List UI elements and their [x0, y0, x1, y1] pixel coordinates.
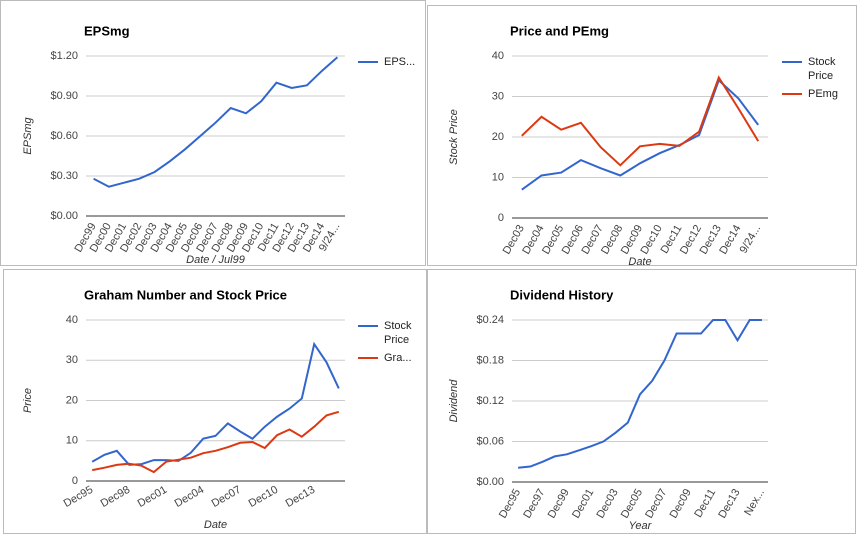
x-tick-label: Nex... [742, 487, 767, 518]
y-axis-title: EPSmg [22, 116, 34, 154]
x-tick-label: Dec11 [692, 487, 718, 520]
chart-title: Graham Number and Stock Price [84, 287, 287, 302]
y-tick-label: $0.18 [476, 354, 504, 366]
y-tick-label: $0.30 [50, 170, 78, 182]
y-axis-title: Dividend [448, 379, 460, 423]
y-tick-label: 30 [66, 354, 78, 366]
y-tick-label: $0.12 [476, 395, 504, 407]
x-tick-label: Dec95 [62, 484, 96, 510]
y-tick-label: $0.00 [476, 476, 504, 488]
panel [3, 269, 427, 534]
series-line [92, 410, 340, 474]
y-tick-label: 10 [492, 171, 504, 183]
y-tick-label: 40 [66, 314, 78, 326]
chart-title: Price and PEmg [510, 23, 609, 38]
y-axis-title: Price [22, 388, 34, 413]
y-tick-label: 10 [66, 435, 78, 447]
y-tick-label: 30 [492, 90, 504, 102]
legend-entry: Stock Price [808, 56, 836, 82]
y-tick-label: $0.90 [50, 90, 78, 102]
y-tick-label: 0 [498, 212, 504, 224]
x-axis-title: Date [628, 256, 651, 268]
x-tick-label: Dec01 [570, 487, 596, 521]
y-tick-label: $0.00 [50, 210, 78, 222]
series-line [93, 56, 339, 188]
series-line [521, 75, 760, 167]
y-tick-label: $1.20 [50, 50, 78, 62]
legend-label: EPS... [384, 56, 416, 68]
legend-label: Stock Price [808, 56, 836, 82]
series-line [91, 341, 340, 466]
x-tick-label: Dec04 [173, 484, 207, 510]
x-tick-label: Dec13 [716, 487, 742, 521]
x-tick-label: Dec07 [643, 487, 669, 521]
y-tick-label: 20 [66, 394, 78, 406]
legend-label: Stock Price [384, 320, 412, 346]
chart-title: Dividend History [510, 287, 614, 302]
legend-label: Gra... [384, 352, 412, 364]
panel [0, 0, 426, 266]
x-tick-label: Dec03 [594, 487, 620, 521]
x-tick-label: Dec97 [521, 487, 547, 521]
x-tick-label: Dec05 [619, 487, 645, 521]
y-axis-title: Stock Price [448, 109, 460, 165]
legend-entry: EPS... [384, 56, 416, 68]
x-tick-label: Dec98 [99, 484, 133, 510]
x-tick-label: Dec13 [284, 484, 318, 510]
chart-title: EPSmg [84, 23, 130, 38]
x-tick-label: Dec01 [136, 484, 170, 510]
legend-label: PEmg [808, 88, 838, 100]
y-tick-label: $0.60 [50, 130, 78, 142]
x-axis-title: Date / Jul99 [186, 254, 245, 266]
x-tick-label: Dec95 [497, 487, 523, 521]
legend-entry: Gra... [384, 352, 412, 364]
y-tick-label: 20 [492, 131, 504, 143]
legend-entry: Stock Price [384, 320, 412, 346]
x-tick-label: Dec07 [210, 484, 244, 510]
x-tick-label: Dec10 [247, 484, 281, 510]
x-axis-title: Year [629, 520, 653, 532]
y-tick-label: $0.24 [476, 314, 504, 326]
panel [427, 5, 857, 266]
x-tick-label: Dec09 [668, 487, 694, 521]
x-axis-title: Date [204, 519, 227, 531]
y-tick-label: 0 [72, 475, 78, 487]
x-tick-label: Dec99 [546, 487, 572, 521]
y-tick-label: $0.06 [476, 435, 504, 447]
y-tick-label: 40 [492, 50, 504, 62]
legend-entry: PEmg [808, 88, 838, 100]
panel [427, 269, 856, 534]
series-line [517, 319, 762, 469]
